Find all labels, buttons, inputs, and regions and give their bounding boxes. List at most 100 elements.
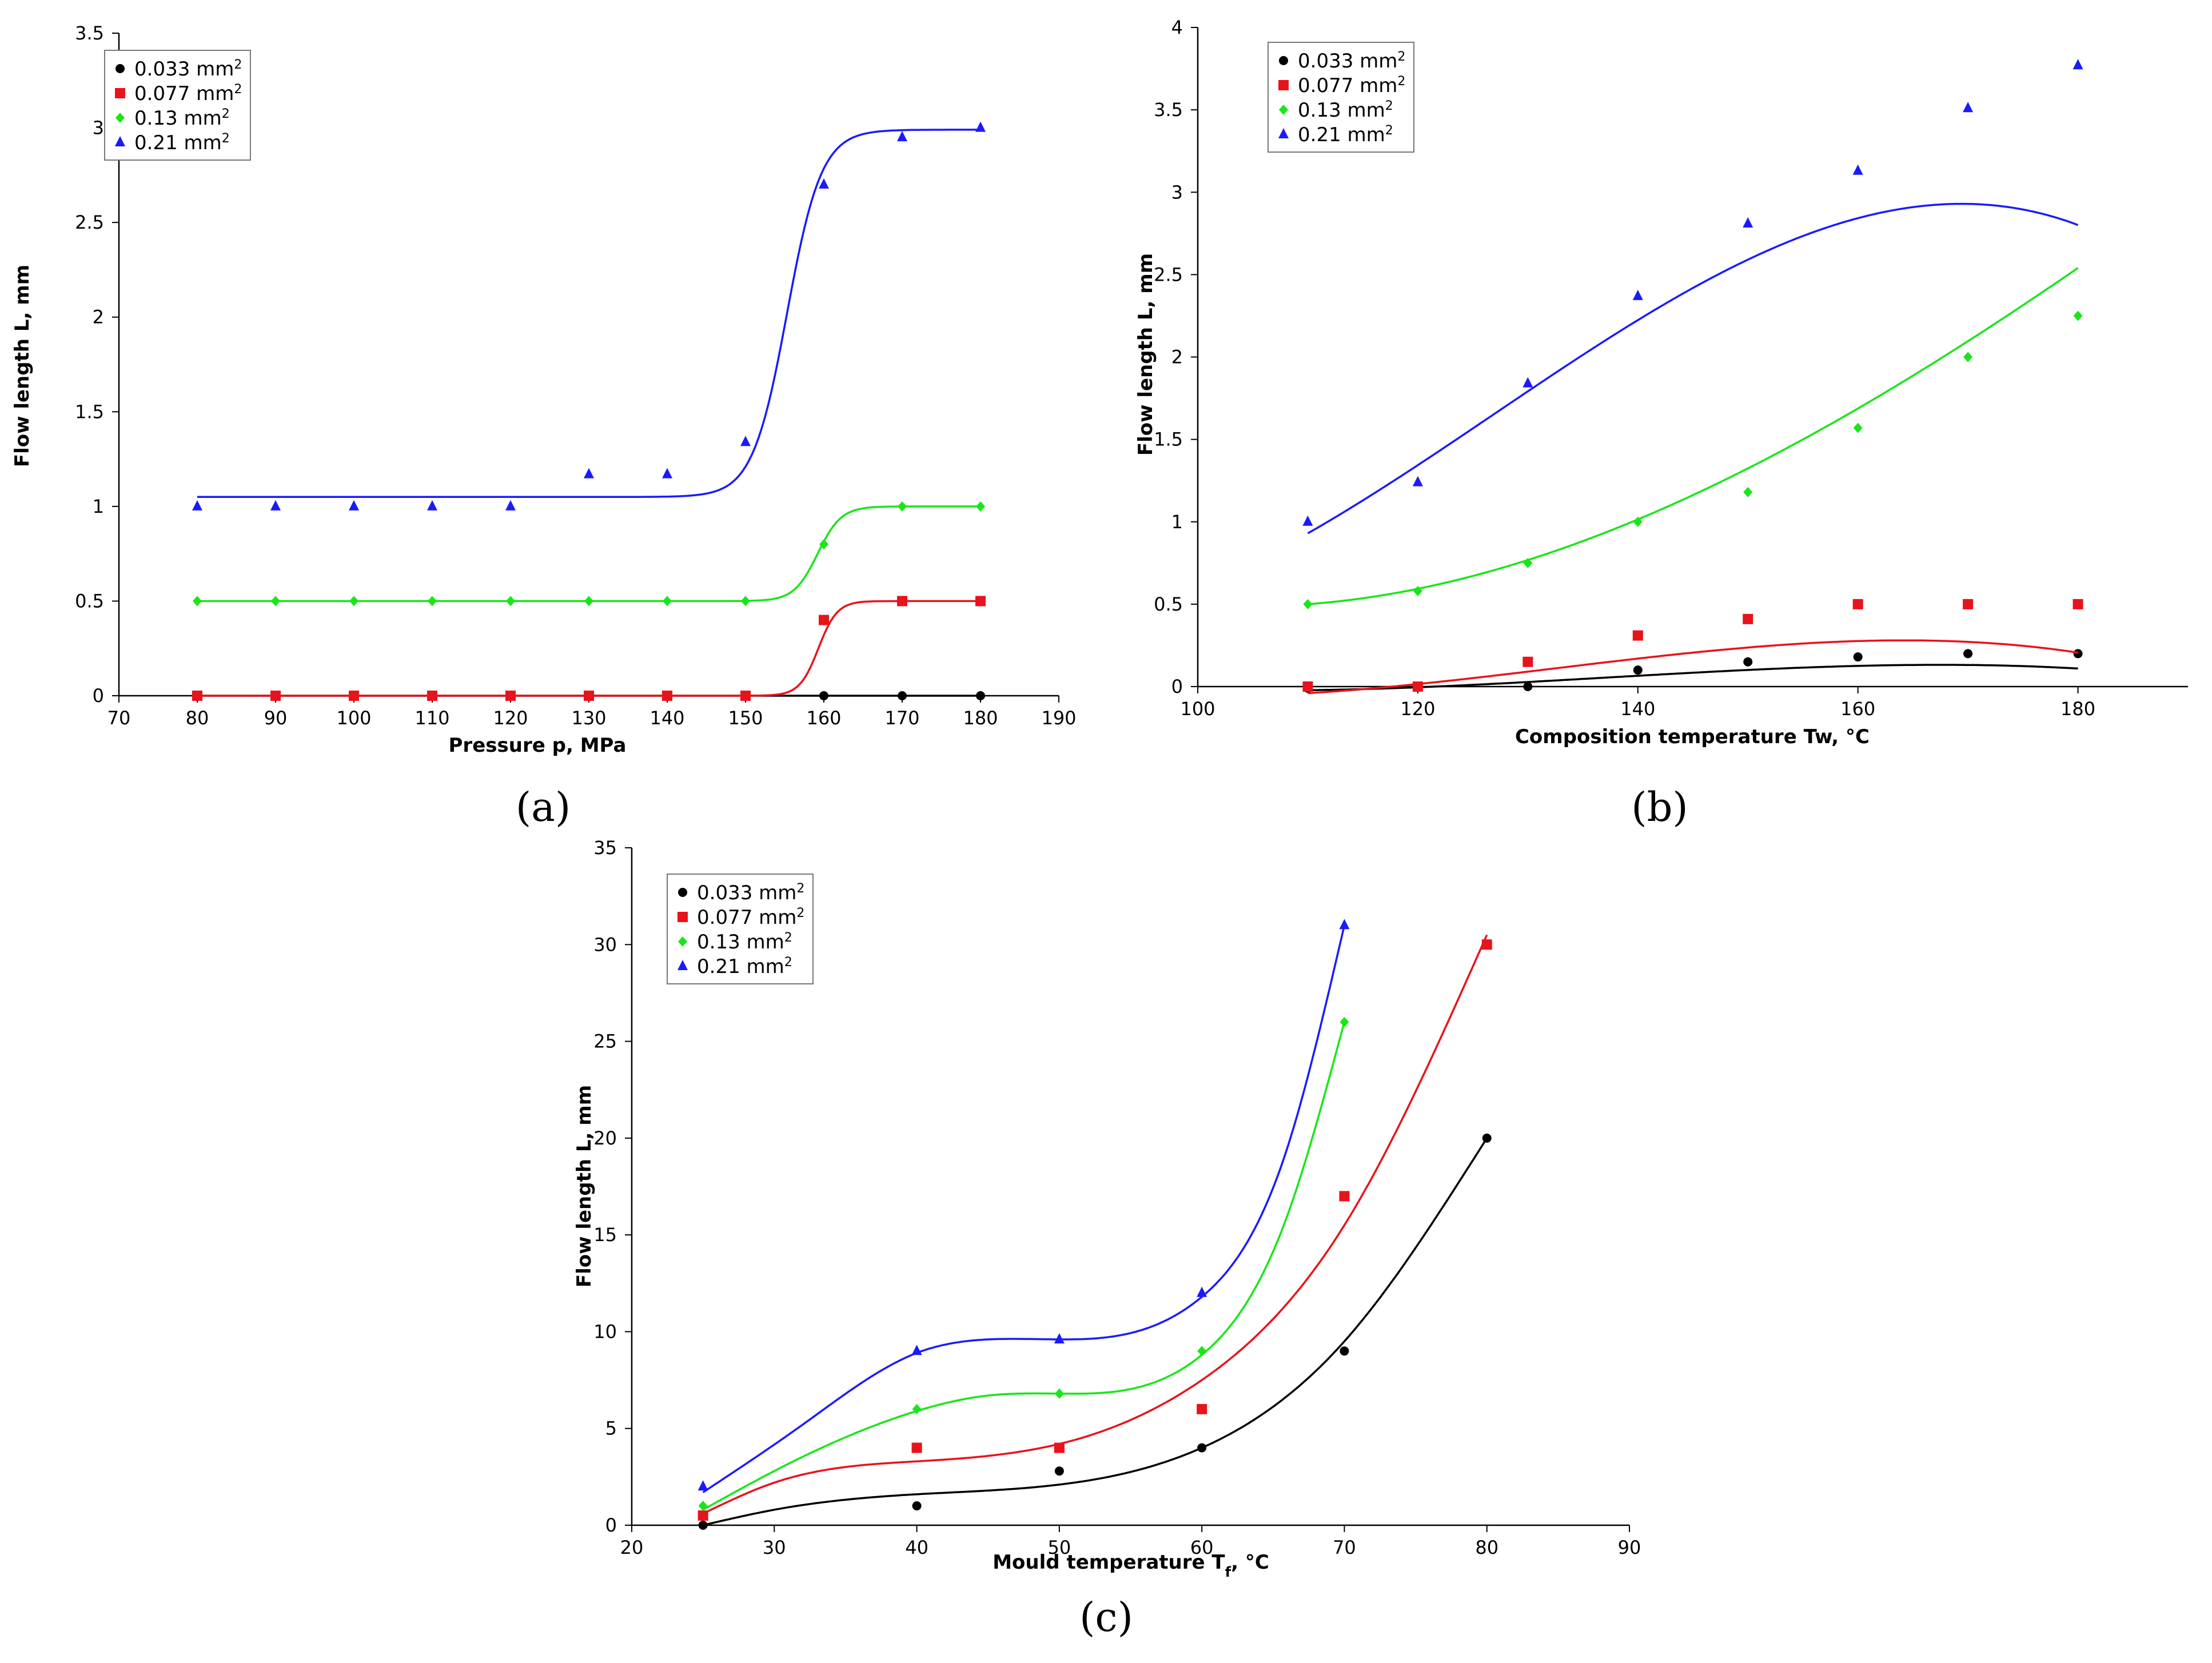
legend-box	[104, 50, 251, 161]
data-point	[1963, 352, 1973, 362]
data-point	[975, 596, 986, 607]
y-tick-label: 25	[593, 1031, 617, 1052]
y-tick-label: 20	[593, 1127, 617, 1149]
legend-entry: 0.077 mm2	[1298, 74, 1405, 98]
y-tick-label: 1.5	[1154, 429, 1183, 450]
y-tick-label: 0	[1171, 676, 1183, 697]
data-point	[819, 539, 828, 550]
legend-entry-text: 0.033 mm	[134, 58, 234, 81]
legend-marker	[1278, 128, 1289, 138]
y-tick-label: 5	[605, 1418, 617, 1439]
x-tick-label: 110	[414, 707, 449, 729]
data-point	[698, 1480, 708, 1491]
fit-curve-1	[1308, 664, 2078, 692]
data-point	[740, 436, 751, 446]
y-tick-label: 1	[93, 496, 104, 517]
y-tick-label: 2	[1171, 346, 1183, 368]
legend-entry-superscript: 2	[1385, 99, 1393, 113]
x-tick-label: 160	[1840, 698, 1875, 720]
data-point	[1302, 515, 1313, 526]
legend-entry-text: 0.077 mm	[134, 82, 234, 105]
chart-panel-1: 70 80 90 100 110 120 130 140 150 160 170 180 190 0 0.5…	[11, 22, 1077, 831]
x-tick-label: 80	[186, 707, 209, 729]
data-point	[1963, 102, 1974, 113]
data-point	[1412, 681, 1423, 692]
data-point	[349, 691, 359, 701]
data-point	[1413, 585, 1422, 596]
data-point	[192, 500, 202, 511]
legend-entry: 0.13 mm2	[1298, 99, 1393, 122]
legend-entry: 0.13 mm2	[134, 107, 230, 130]
legend-entry-text: 0.21 mm	[697, 955, 784, 978]
x-tick-label: 120	[1400, 698, 1435, 720]
data-point	[349, 500, 359, 511]
x-tick-label: 120	[493, 707, 528, 729]
data-point	[663, 596, 672, 607]
x-tick-label: 140	[1620, 698, 1655, 720]
fit-curve-4	[1307, 202, 2079, 535]
x-axis-label: Mould temperature Tf, °C	[993, 1551, 1269, 1580]
data-point	[2073, 310, 2083, 321]
legend-entry-text: 0.033 mm	[697, 882, 796, 904]
legend-entry-text: 0.077 mm	[697, 906, 796, 929]
x-tick-label: 90	[264, 707, 288, 729]
legend-marker	[677, 960, 688, 970]
data-point	[584, 468, 594, 478]
legend-entry-superscript: 2	[234, 58, 242, 72]
legend-entry-text: 0.033 mm	[1298, 50, 1397, 73]
data-point	[584, 691, 594, 701]
data-point	[1743, 217, 1753, 228]
legend-entry-superscript: 2	[1397, 74, 1405, 89]
data-point	[505, 500, 516, 511]
legend-entry-superscript: 2	[796, 906, 804, 920]
data-point	[192, 691, 202, 701]
legend-entry-superscript: 2	[222, 107, 230, 121]
fit-curve-2	[197, 600, 981, 697]
data-point	[911, 1345, 922, 1355]
data-point	[1482, 1133, 1492, 1143]
legend-marker	[115, 64, 125, 73]
panel-label: (c)	[1079, 1594, 1133, 1641]
x-tick-label: 160	[806, 707, 841, 729]
data-point	[1743, 486, 1753, 497]
data-point	[1054, 1442, 1065, 1453]
legend-entry: 0.077 mm2	[697, 906, 804, 930]
legend-marker	[1279, 105, 1288, 115]
data-point	[1340, 1016, 1349, 1027]
x-tick-label: 150	[728, 707, 763, 729]
legend-entry-superscript: 2	[1385, 123, 1393, 138]
data-point	[1302, 681, 1313, 692]
legend-entry: 0.21 mm2	[697, 955, 792, 979]
x-tick-label: 100	[1180, 698, 1215, 720]
data-point	[1197, 1443, 1207, 1453]
data-point	[662, 468, 672, 478]
panel-label: (b)	[1631, 784, 1688, 831]
data-point	[1632, 289, 1643, 300]
data-point	[271, 596, 280, 607]
y-tick-label: 4	[1171, 17, 1183, 38]
legend-entry: 0.21 mm2	[1298, 123, 1393, 147]
legend-marker	[678, 936, 687, 947]
data-point	[1743, 613, 1753, 624]
data-point	[819, 615, 829, 625]
y-tick-label: 0	[93, 685, 104, 707]
data-point	[2072, 599, 2083, 609]
data-point	[1303, 599, 1313, 609]
chart-panel-2: 100 120 140 160 180 0 0.5 1 1.5 2 2.5 3 3.5 4 Composit…	[1134, 17, 2188, 831]
data-point	[897, 131, 907, 142]
fit-curve-4	[702, 925, 1346, 1493]
data-point	[1339, 1191, 1350, 1202]
legend-entry-text: 0.21 mm	[134, 131, 222, 154]
data-point	[898, 691, 907, 700]
y-axis-label: Flow length L, mm	[1134, 253, 1157, 456]
data-point	[912, 1403, 922, 1414]
x-tick-label: 130	[571, 707, 606, 729]
data-point	[270, 500, 281, 511]
data-point	[662, 691, 672, 701]
data-point	[2073, 649, 2083, 659]
legend-entry-superscript: 2	[222, 131, 230, 146]
y-axis-label: Flow length L, mm	[573, 1085, 596, 1287]
data-point	[897, 596, 907, 607]
